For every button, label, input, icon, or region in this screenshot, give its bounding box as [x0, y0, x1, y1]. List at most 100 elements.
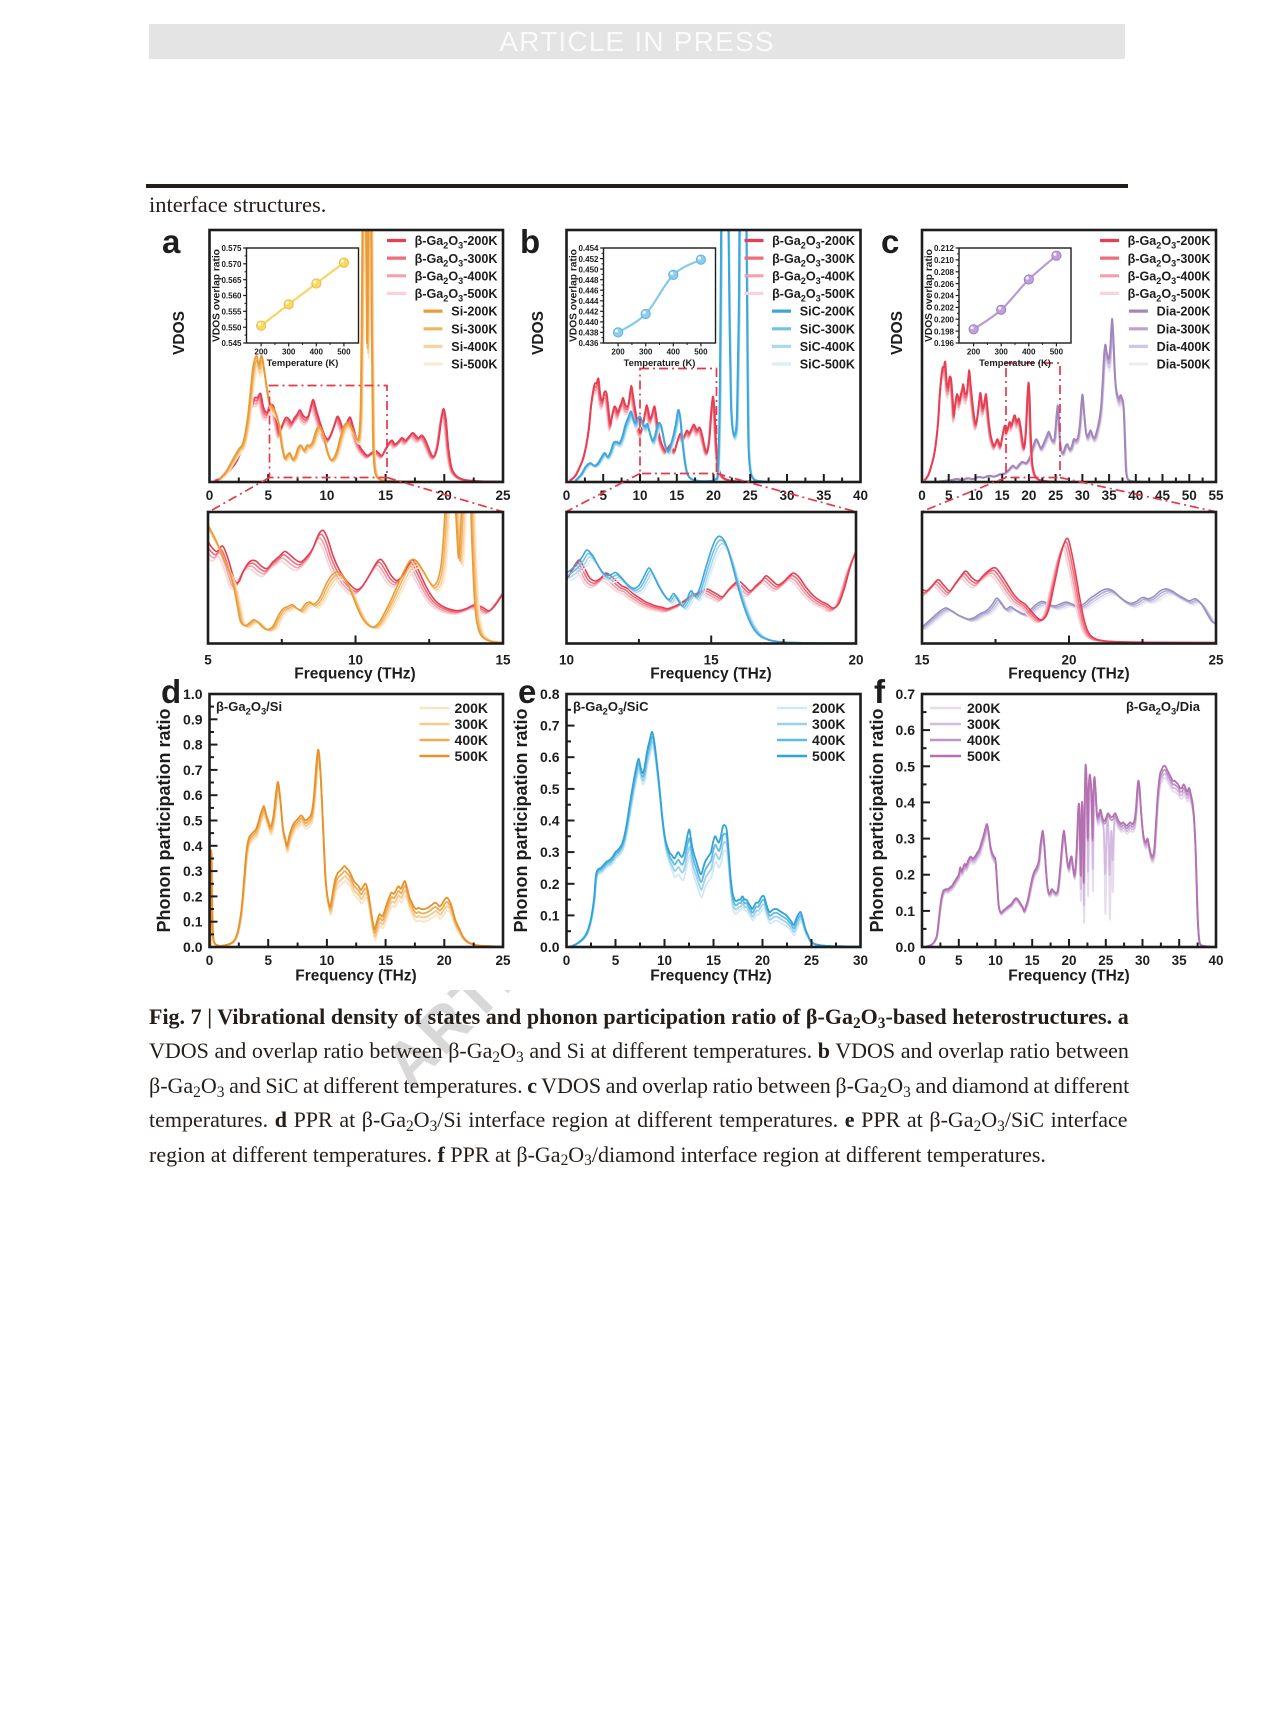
svg-text:β-Ga2​O3​-300K: β-Ga2​O3​-300K: [415, 252, 498, 269]
svg-text:0.6: 0.6: [183, 787, 203, 803]
svg-text:10: 10: [348, 653, 363, 668]
svg-text:0: 0: [918, 488, 926, 503]
svg-text:400K: 400K: [812, 732, 845, 748]
svg-text:Frequency (THz): Frequency (THz): [1008, 968, 1129, 985]
svg-text:0.3: 0.3: [183, 863, 203, 879]
svg-text:40: 40: [1128, 488, 1143, 503]
svg-text:25: 25: [1048, 488, 1064, 503]
svg-text:β-Ga2​O3​/Dia: β-Ga2​O3​/Dia: [1126, 699, 1201, 717]
svg-text:200K: 200K: [455, 700, 488, 716]
svg-text:0.206: 0.206: [934, 280, 955, 289]
svg-text:35: 35: [816, 488, 832, 503]
svg-text:0.8: 0.8: [183, 737, 203, 753]
svg-text:10: 10: [968, 488, 983, 503]
svg-text:Phonon participation ratio: Phonon participation ratio: [867, 708, 887, 932]
svg-text:0: 0: [563, 488, 571, 503]
svg-text:β-Ga2​O3​-200K: β-Ga2​O3​-200K: [772, 234, 855, 251]
svg-text:Frequency (THz): Frequency (THz): [1008, 666, 1129, 683]
svg-text:55: 55: [1208, 488, 1224, 503]
svg-text:5: 5: [264, 488, 272, 503]
svg-text:0.0: 0.0: [540, 939, 560, 955]
svg-text:20: 20: [848, 653, 863, 668]
svg-text:300: 300: [282, 348, 296, 357]
svg-text:25: 25: [495, 488, 511, 503]
svg-text:0.9: 0.9: [183, 711, 203, 727]
svg-text:300K: 300K: [812, 716, 845, 732]
svg-text:15: 15: [706, 953, 722, 968]
svg-text:15: 15: [914, 653, 930, 668]
svg-text:0.570: 0.570: [221, 260, 242, 269]
svg-text:400: 400: [667, 348, 681, 357]
svg-text:0.550: 0.550: [221, 323, 242, 332]
svg-text:0.7: 0.7: [183, 762, 203, 778]
svg-text:20: 20: [437, 488, 452, 503]
svg-text:20: 20: [437, 953, 452, 968]
svg-text:β-Ga2​O3​-300K: β-Ga2​O3​-300K: [1128, 252, 1211, 269]
svg-text:Frequency (THz): Frequency (THz): [650, 666, 771, 683]
svg-text:50: 50: [1182, 488, 1197, 503]
svg-text:0.442: 0.442: [578, 308, 599, 317]
svg-text:5: 5: [599, 488, 607, 503]
svg-text:0.196: 0.196: [934, 339, 955, 348]
svg-text:0: 0: [918, 953, 926, 968]
svg-text:0.450: 0.450: [578, 265, 599, 274]
svg-text:0.6: 0.6: [540, 749, 560, 765]
svg-text:0: 0: [563, 953, 571, 968]
svg-text:400K: 400K: [455, 732, 488, 748]
svg-text:c: c: [881, 223, 899, 260]
svg-text:400: 400: [310, 348, 324, 357]
svg-text:0.448: 0.448: [578, 276, 599, 285]
svg-text:25: 25: [495, 953, 511, 968]
svg-text:Dia-300K: Dia-300K: [1157, 322, 1211, 336]
svg-text:5: 5: [612, 953, 620, 968]
svg-text:10: 10: [559, 653, 574, 668]
svg-text:Si-400K: Si-400K: [451, 340, 497, 354]
svg-text:0.446: 0.446: [578, 286, 599, 295]
svg-text:Dia-400K: Dia-400K: [1157, 340, 1211, 354]
svg-text:e: e: [518, 673, 536, 710]
svg-text:0.452: 0.452: [578, 255, 599, 264]
svg-text:0.0: 0.0: [896, 939, 916, 955]
svg-text:15: 15: [669, 488, 685, 503]
svg-text:0.575: 0.575: [221, 244, 242, 253]
svg-text:Dia-200K: Dia-200K: [1157, 305, 1211, 319]
svg-text:0.7: 0.7: [896, 686, 916, 702]
svg-text:0.545: 0.545: [221, 339, 242, 348]
svg-text:30: 30: [779, 488, 794, 503]
svg-text:25: 25: [804, 953, 820, 968]
svg-text:0.200: 0.200: [934, 315, 955, 324]
svg-text:200K: 200K: [967, 700, 1000, 716]
svg-text:5: 5: [955, 953, 963, 968]
svg-text:0.440: 0.440: [578, 318, 599, 327]
svg-text:40: 40: [853, 488, 868, 503]
svg-text:0.3: 0.3: [896, 831, 916, 847]
svg-text:β-Ga2​O3​-200K: β-Ga2​O3​-200K: [1128, 234, 1211, 251]
svg-text:10: 10: [657, 953, 672, 968]
svg-text:0.4: 0.4: [540, 813, 560, 829]
svg-text:20: 20: [1021, 488, 1036, 503]
svg-text:200: 200: [967, 348, 981, 357]
svg-text:25: 25: [743, 488, 759, 503]
svg-text:20: 20: [1061, 653, 1076, 668]
svg-text:0.1: 0.1: [540, 907, 560, 923]
svg-text:0: 0: [206, 953, 214, 968]
svg-text:35: 35: [1172, 953, 1188, 968]
svg-text:20: 20: [706, 488, 721, 503]
svg-text:15: 15: [495, 653, 511, 668]
svg-text:0.202: 0.202: [934, 304, 955, 313]
svg-text:0: 0: [206, 488, 214, 503]
svg-text:30: 30: [853, 953, 868, 968]
svg-text:Si-200K: Si-200K: [451, 305, 497, 319]
svg-text:β-Ga2​O3​-500K: β-Ga2​O3​-500K: [1128, 287, 1211, 304]
svg-text:VDOS: VDOS: [889, 311, 906, 355]
svg-text:0.1: 0.1: [896, 903, 916, 919]
svg-text:0.454: 0.454: [578, 244, 599, 253]
svg-text:300: 300: [995, 348, 1009, 357]
svg-text:0.5: 0.5: [183, 813, 203, 829]
svg-text:VDOS overlap ratio: VDOS overlap ratio: [924, 249, 935, 342]
svg-text:β-Ga2​O3​-300K: β-Ga2​O3​-300K: [772, 252, 855, 269]
svg-text:0.5: 0.5: [896, 758, 916, 774]
svg-text:Frequency (THz): Frequency (THz): [650, 968, 771, 985]
svg-text:5: 5: [945, 488, 953, 503]
svg-text:Phonon participation ratio: Phonon participation ratio: [511, 708, 531, 932]
